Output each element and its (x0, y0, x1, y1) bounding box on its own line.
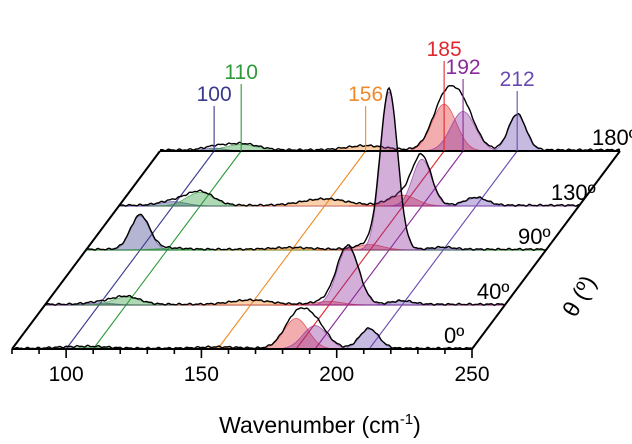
component-212 (331, 328, 408, 350)
chart-frame (11, 150, 621, 350)
x-axis-title: Wavenumber (cm-1) (219, 411, 421, 438)
peak-label-100: 100 (197, 83, 232, 106)
spectrum-line (44, 244, 506, 306)
spectrum-line (118, 152, 580, 207)
angle-label-40: 40º (477, 279, 510, 304)
component-192 (304, 246, 392, 306)
angle-label-90: 90º (518, 224, 551, 249)
slice-40 (44, 244, 506, 306)
angle-label-180: 180º (592, 125, 632, 150)
tick-label-200: 200 (319, 363, 354, 386)
peak-label-110: 110 (224, 61, 257, 84)
tick-label-150: 150 (184, 363, 219, 386)
component-192 (384, 158, 460, 207)
component-100 (102, 215, 178, 251)
x-axis-ticks: 100 150 200 250 (11, 349, 490, 386)
peak-label-212: 212 (500, 68, 535, 91)
tick-label-100: 100 (49, 363, 84, 386)
angle-label-130: 130º (551, 180, 596, 205)
peak-label-156: 156 (348, 83, 383, 106)
left-depth-axis (11, 150, 161, 350)
slice-90 (85, 86, 547, 252)
angle-label-0: 0º (444, 323, 464, 348)
component-192 (354, 91, 424, 251)
tick-label-250: 250 (454, 363, 489, 386)
peak-label-185: 185 (427, 38, 462, 61)
right-depth-axis (471, 150, 621, 350)
spectrum-line (11, 307, 473, 350)
spectrum-line (85, 86, 547, 252)
z-axis-title: θ (º) (557, 271, 601, 321)
peak-label-192: 192 (446, 56, 481, 79)
